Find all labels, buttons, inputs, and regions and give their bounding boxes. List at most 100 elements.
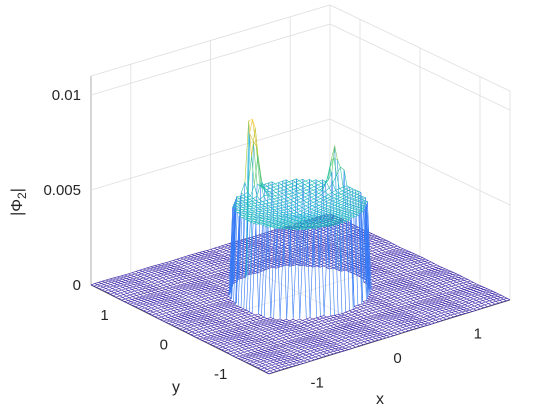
mesh-segment <box>195 252 200 254</box>
mesh-segment <box>400 254 405 256</box>
mesh-segment <box>155 302 160 305</box>
mesh-segment <box>397 272 401 275</box>
mesh-segment <box>290 236 295 238</box>
mesh-segment <box>202 303 207 305</box>
mesh-segment <box>430 279 435 282</box>
mesh-segment <box>395 284 400 286</box>
mesh-segment <box>193 266 197 269</box>
mesh-segment <box>404 268 409 270</box>
mesh-segment <box>212 252 216 255</box>
mesh-segment <box>131 280 136 282</box>
mesh-segment <box>210 292 214 295</box>
mesh-segment <box>431 261 435 264</box>
mesh-segment <box>155 303 159 306</box>
mesh-segment <box>403 287 408 290</box>
mesh-segment <box>224 300 228 303</box>
mesh-segment <box>324 227 328 230</box>
mesh-segment <box>120 291 125 294</box>
mesh-segment <box>220 291 224 294</box>
mesh-segment <box>99 288 103 291</box>
mesh-segment <box>410 271 415 274</box>
mesh-segment <box>170 274 175 276</box>
mesh-segment <box>173 284 177 287</box>
mesh-segment <box>399 256 404 258</box>
mesh-segment <box>154 307 158 310</box>
mesh-segment <box>417 286 422 289</box>
mesh-segment <box>159 302 163 305</box>
mesh-segment <box>308 234 312 237</box>
mesh-segment <box>160 308 165 310</box>
mesh-segment <box>93 285 97 288</box>
mesh-segment <box>343 254 348 257</box>
mesh-segment <box>257 239 261 242</box>
mesh-segment <box>212 293 217 296</box>
mesh-segment <box>136 277 140 280</box>
mesh-segment <box>422 257 426 260</box>
mesh-segment <box>219 258 224 260</box>
mesh-segment <box>433 264 437 267</box>
mesh-segment <box>301 180 306 183</box>
mesh-segment <box>143 277 147 280</box>
mesh-segment <box>390 244 395 246</box>
mesh-segment <box>430 290 434 293</box>
mesh-segment <box>424 260 429 262</box>
mesh-segment <box>406 263 410 266</box>
mesh-segment <box>226 250 230 253</box>
mesh-segment <box>378 258 383 261</box>
mesh-segment <box>209 251 213 254</box>
mesh-segment <box>404 285 409 288</box>
mesh-segment <box>202 251 206 253</box>
mesh-segment <box>311 213 317 216</box>
mesh-segment <box>194 309 198 312</box>
mesh-segment <box>188 305 193 307</box>
mesh-segment <box>157 283 162 286</box>
mesh-segment <box>197 273 202 276</box>
mesh-segment <box>277 245 282 248</box>
mesh-segment <box>178 271 182 274</box>
mesh-segment <box>241 217 245 220</box>
mesh-segment <box>210 300 214 303</box>
mesh-segment <box>273 197 278 200</box>
mesh-segment <box>207 274 211 277</box>
mesh-segment <box>200 263 205 266</box>
mesh-segment <box>343 264 348 266</box>
mesh-segment <box>316 186 321 189</box>
mesh-segment <box>313 255 318 258</box>
mesh-segment <box>248 120 252 157</box>
mesh-segment <box>436 279 441 282</box>
mesh-segment <box>291 183 295 186</box>
mesh-segment <box>329 257 333 260</box>
mesh-segment <box>165 304 170 307</box>
mesh-segment <box>421 285 426 288</box>
mesh-segment <box>285 243 289 246</box>
mesh-segment <box>405 283 410 285</box>
mesh-segment <box>381 259 386 262</box>
mesh-segment <box>373 281 377 284</box>
mesh-segment <box>188 254 192 256</box>
mesh-segment <box>387 259 393 262</box>
mesh-segment <box>227 246 232 249</box>
mesh-segment <box>202 294 206 297</box>
mesh-segment <box>168 306 172 308</box>
mesh-segment <box>372 260 376 262</box>
mesh-segment <box>320 186 324 188</box>
mesh-segment <box>307 186 311 189</box>
mesh-segment <box>267 207 272 209</box>
mesh-segment <box>346 229 350 233</box>
mesh-segment <box>446 282 450 285</box>
mesh-segment <box>299 178 304 181</box>
mesh-segment <box>215 276 220 279</box>
mesh-segment <box>340 166 345 170</box>
mesh-segment <box>388 258 393 261</box>
mesh-segment <box>198 272 202 275</box>
mesh-segment <box>431 269 436 271</box>
mesh-segment <box>388 269 392 272</box>
mesh-segment <box>441 286 445 289</box>
mesh-segment <box>184 282 189 285</box>
mesh-segment <box>396 248 400 251</box>
mesh-segment <box>407 287 412 289</box>
mesh-segment <box>178 289 182 291</box>
mesh-segment <box>310 265 314 268</box>
mesh-segment <box>210 291 215 293</box>
mesh-segment <box>177 291 181 294</box>
